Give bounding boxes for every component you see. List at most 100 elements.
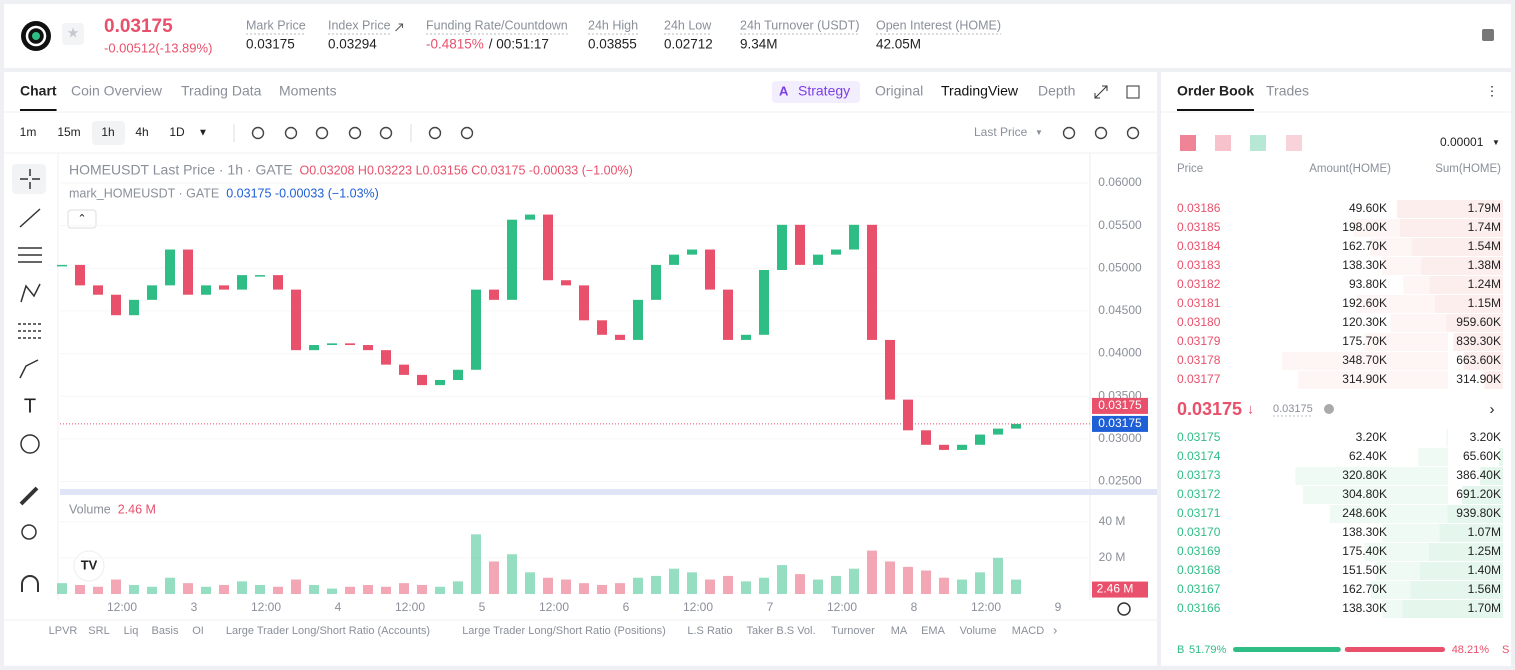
tool-ruler[interactable] <box>19 486 39 506</box>
indicator[interactable]: SRL <box>88 625 109 637</box>
view-tab[interactable]: Depth <box>1038 83 1075 99</box>
indicator[interactable]: Liq <box>124 625 139 637</box>
precision-caret[interactable]: ▼ <box>1492 138 1500 147</box>
book-price[interactable]: 0.03183 <box>1177 258 1221 272</box>
stat-label[interactable]: Mark Price <box>246 18 306 32</box>
book-price[interactable]: 0.03181 <box>1177 296 1221 310</box>
chart-tab[interactable]: Trading Data <box>181 83 262 99</box>
interval[interactable]: 15m <box>57 125 80 139</box>
book-price[interactable]: 0.03182 <box>1177 277 1221 291</box>
tool-trendline[interactable] <box>19 208 41 228</box>
strategy-pill[interactable] <box>772 81 860 103</box>
stat-label[interactable]: Index Price <box>328 18 391 32</box>
stat-label[interactable]: 24h Low <box>664 18 712 32</box>
tool-brush[interactable] <box>19 359 39 379</box>
book-price[interactable]: 0.03175 <box>1177 430 1221 444</box>
indicator[interactable]: L.S Ratio <box>687 625 732 637</box>
book-price[interactable]: 0.03184 <box>1177 239 1221 253</box>
external-icon[interactable] <box>395 23 404 32</box>
indicator[interactable]: MACD <box>1012 625 1044 637</box>
settings-icon[interactable] <box>1117 602 1131 616</box>
indicator[interactable]: LPVR <box>49 625 78 637</box>
toolbar-icon[interactable] <box>1126 126 1140 140</box>
tv-logo[interactable] <box>73 550 105 582</box>
toolbar-icon[interactable] <box>460 126 474 140</box>
tool-pattern[interactable] <box>20 283 41 303</box>
book-price[interactable]: 0.03172 <box>1177 487 1221 501</box>
price-type-caret[interactable]: ▼ <box>1035 128 1043 137</box>
book-view-asks[interactable] <box>1215 135 1231 151</box>
toolbar-icon[interactable] <box>1094 126 1108 140</box>
book-price[interactable]: 0.03178 <box>1177 353 1221 367</box>
pane-separator[interactable] <box>60 489 1157 495</box>
tool-emoji[interactable] <box>20 434 40 454</box>
toolbar-icon[interactable] <box>348 126 362 140</box>
tool-crosshair[interactable] <box>12 164 46 194</box>
toolbar-icon[interactable] <box>315 126 329 140</box>
indicator[interactable]: Large Trader Long/Short Ratio (Positions… <box>462 625 666 637</box>
book-view-alt[interactable] <box>1286 135 1302 151</box>
book-tab[interactable]: Trades <box>1266 83 1309 99</box>
stat-label[interactable]: Open Interest (HOME) <box>876 18 1001 32</box>
fullscreen-icon[interactable] <box>1094 85 1108 99</box>
stat-label[interactable]: Funding Rate/Countdown <box>426 18 568 32</box>
chart-tab[interactable]: Moments <box>279 83 337 99</box>
book-price[interactable]: 0.03167 <box>1177 582 1221 596</box>
chart-tab[interactable]: Chart <box>20 83 57 99</box>
window-icon[interactable] <box>1126 85 1140 99</box>
stat-label[interactable]: 24h Turnover (USDT) <box>740 18 859 32</box>
tool-zoom[interactable] <box>21 524 37 540</box>
book-view-both[interactable] <box>1180 135 1196 151</box>
interval-active[interactable] <box>92 121 125 145</box>
indicator[interactable]: Turnover <box>831 625 875 637</box>
book-price[interactable]: 0.03170 <box>1177 525 1221 539</box>
book-tab[interactable]: Order Book <box>1177 83 1254 99</box>
strategy-icon[interactable]: A <box>779 83 789 98</box>
book-price[interactable]: 0.03166 <box>1177 601 1221 615</box>
toolbar-icon[interactable] <box>379 126 393 140</box>
interval-dropdown[interactable]: ▼ <box>198 128 208 139</box>
book-price[interactable]: 0.03168 <box>1177 563 1221 577</box>
favorite-button[interactable] <box>62 23 84 45</box>
tool-crosshair-icon[interactable] <box>20 169 40 189</box>
view-tab[interactable]: TradingView <box>941 83 1019 99</box>
interval[interactable]: 1D <box>169 125 185 139</box>
toolbar-icon[interactable] <box>284 126 298 140</box>
interval[interactable]: 1m <box>20 125 37 139</box>
book-price[interactable]: 0.03174 <box>1177 449 1221 463</box>
book-price[interactable]: 0.03185 <box>1177 220 1221 234</box>
precision[interactable]: 0.00001 <box>1440 135 1484 149</box>
view-tab[interactable]: Strategy <box>798 83 850 99</box>
chevron[interactable]: › <box>1490 401 1495 418</box>
interval[interactable]: 4h <box>135 125 148 139</box>
indicator[interactable]: MA <box>891 625 908 637</box>
indicator[interactable]: Taker B.S Vol. <box>746 625 815 637</box>
tool-fib[interactable] <box>18 323 42 339</box>
price-type[interactable]: Last Price <box>974 125 1028 139</box>
collapse-legend[interactable] <box>67 209 97 229</box>
book-price[interactable]: 0.03173 <box>1177 468 1221 482</box>
tool-magnet[interactable] <box>21 575 39 592</box>
collapse-icon[interactable]: ⌃ <box>77 213 86 225</box>
book-view-bids[interactable] <box>1250 135 1266 151</box>
indicator-more[interactable]: › <box>1053 622 1057 637</box>
book-price[interactable]: 0.03169 <box>1177 544 1221 558</box>
book-price[interactable]: 0.03179 <box>1177 334 1221 348</box>
indicator[interactable]: OI <box>192 625 204 637</box>
view-tab[interactable]: Original <box>875 83 923 99</box>
tool-lines[interactable] <box>18 247 42 263</box>
header-icon[interactable] <box>1482 29 1494 41</box>
indicator[interactable]: Volume <box>960 625 997 637</box>
book-price[interactable]: 0.03177 <box>1177 372 1221 386</box>
toolbar-icon[interactable] <box>428 126 442 140</box>
indicator[interactable]: EMA <box>921 625 946 637</box>
book-price[interactable]: 0.03171 <box>1177 506 1221 520</box>
indicator[interactable]: Large Trader Long/Short Ratio (Accounts) <box>226 625 430 637</box>
toolbar-icon[interactable] <box>1062 126 1076 140</box>
chart-tab[interactable]: Coin Overview <box>71 83 163 99</box>
favorite-star[interactable]: ★ <box>67 25 80 41</box>
interval[interactable]: 1h <box>101 125 114 139</box>
book-price[interactable]: 0.03186 <box>1177 201 1221 215</box>
indicator[interactable]: Basis <box>152 625 179 637</box>
toolbar-icon[interactable] <box>251 126 265 140</box>
